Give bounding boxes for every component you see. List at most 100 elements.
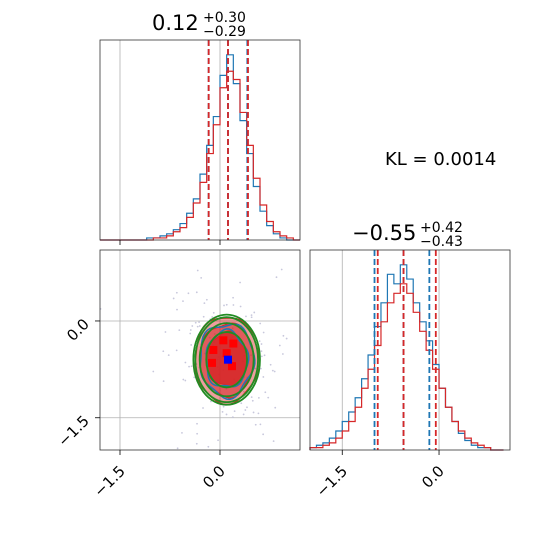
- scatter-point: [274, 406, 277, 409]
- scatter-point: [232, 296, 234, 299]
- scatter-point: [217, 439, 219, 442]
- scatter-point: [207, 445, 210, 448]
- param-1-plus: +0.42: [420, 220, 463, 236]
- scatter-point: [182, 378, 185, 381]
- scatter-point: [239, 305, 242, 308]
- scatter-point: [196, 432, 199, 435]
- density-cell-1: [229, 339, 238, 348]
- scatter-point: [281, 353, 284, 355]
- scatter-point: [211, 316, 214, 318]
- marginal-frame-1: [309, 249, 511, 451]
- param-0-minus: −0.29: [203, 24, 246, 40]
- marginal-frame-0: [99, 39, 301, 241]
- x-tick-label-0: −1.5: [90, 462, 128, 500]
- scatter-point: [258, 340, 261, 343]
- hist-series-b: [100, 54, 300, 241]
- reference-contour-2: [194, 316, 259, 404]
- param-0-plus: +0.30: [203, 10, 246, 26]
- kl-label: KL = 0.0014: [385, 149, 496, 170]
- scatter-point: [250, 314, 253, 317]
- scatter-point: [189, 332, 192, 335]
- map-point-b: [224, 355, 232, 364]
- param-1-median: −0.55: [352, 221, 416, 245]
- scatter-point: [250, 396, 253, 399]
- joint-frame: [99, 249, 301, 451]
- scatter-point: [196, 422, 198, 425]
- scatter-point: [195, 442, 198, 445]
- scatter-point: [259, 423, 262, 426]
- scatter-point: [242, 390, 245, 393]
- scatter-point: [262, 376, 265, 378]
- scatter-point: [267, 396, 270, 399]
- scatter-point: [184, 379, 187, 382]
- scatter-point: [233, 410, 236, 413]
- scatter-point: [198, 321, 200, 324]
- scatter-point: [193, 376, 196, 379]
- scatter-point: [280, 268, 283, 271]
- scatter-point: [231, 416, 234, 418]
- scatter-point: [195, 291, 198, 294]
- param-1-minus: −0.43: [420, 234, 463, 250]
- scatter-point: [253, 311, 256, 314]
- scatter-point: [202, 407, 204, 409]
- scatter-point: [223, 304, 225, 307]
- scatter-point: [271, 369, 274, 372]
- scatter-point: [260, 355, 263, 358]
- scatter-point: [176, 447, 179, 450]
- density-cell-3: [208, 358, 216, 367]
- scatter-point: [251, 399, 254, 402]
- scatter-point: [172, 297, 175, 300]
- hist-series-a: [100, 70, 300, 241]
- scatter-point: [264, 391, 267, 394]
- scatter-point: [176, 308, 178, 311]
- scatter-point: [252, 411, 255, 414]
- scatter-point: [257, 412, 260, 415]
- scatter-point: [196, 269, 199, 272]
- scatter-point: [225, 413, 228, 416]
- x-tick-label-1: 0.0: [199, 462, 229, 492]
- x-tick-label-0: −1.5: [313, 462, 351, 500]
- scatter-point: [175, 291, 178, 294]
- scatter-point: [167, 354, 170, 357]
- scatter-point: [188, 365, 190, 368]
- scatter-point: [152, 370, 155, 373]
- param-0-title: 0.12 +0.30 −0.29: [152, 10, 246, 40]
- scatter-point: [205, 298, 208, 301]
- reference-contour-1: [198, 322, 255, 398]
- scatter-point: [221, 410, 224, 413]
- scatter-point: [225, 303, 228, 306]
- scatter-point: [282, 334, 285, 337]
- param-1-title: −0.55 +0.42 −0.43: [352, 220, 463, 250]
- scatter-point: [275, 276, 278, 279]
- scatter-point: [194, 321, 197, 324]
- joint-panel: −1.5 0.0 −1.5 0.0: [54, 249, 301, 501]
- scatter-point: [240, 402, 243, 405]
- scatter-point: [273, 370, 276, 373]
- scatter-point: [242, 413, 245, 416]
- scatter-point: [212, 311, 215, 314]
- scatter-point: [203, 302, 206, 304]
- density-cell-2: [219, 336, 228, 345]
- scatter-point: [254, 367, 257, 370]
- scatter-point: [278, 344, 281, 347]
- scatter-point: [187, 292, 190, 295]
- scatter-point: [190, 344, 193, 346]
- scatter-point: [285, 337, 288, 340]
- scatter-point: [250, 316, 253, 319]
- scatter-point: [202, 315, 205, 318]
- scatter-point: [260, 350, 263, 353]
- scatter-point: [191, 325, 194, 327]
- scatter-point: [175, 349, 178, 352]
- scatter-point: [181, 431, 183, 434]
- y-tick-label-0: −1.5: [54, 412, 92, 450]
- scatter-point: [210, 400, 212, 403]
- scatter-point: [262, 331, 265, 334]
- marginal-panel-param-0: [99, 39, 301, 245]
- marginal-panel-param-1: −1.5 0.0: [309, 249, 511, 501]
- scatter-point: [222, 405, 225, 408]
- scatter-point: [260, 343, 263, 345]
- scatter-point: [162, 380, 165, 383]
- scatter-point: [164, 331, 167, 333]
- scatter-point: [184, 361, 187, 364]
